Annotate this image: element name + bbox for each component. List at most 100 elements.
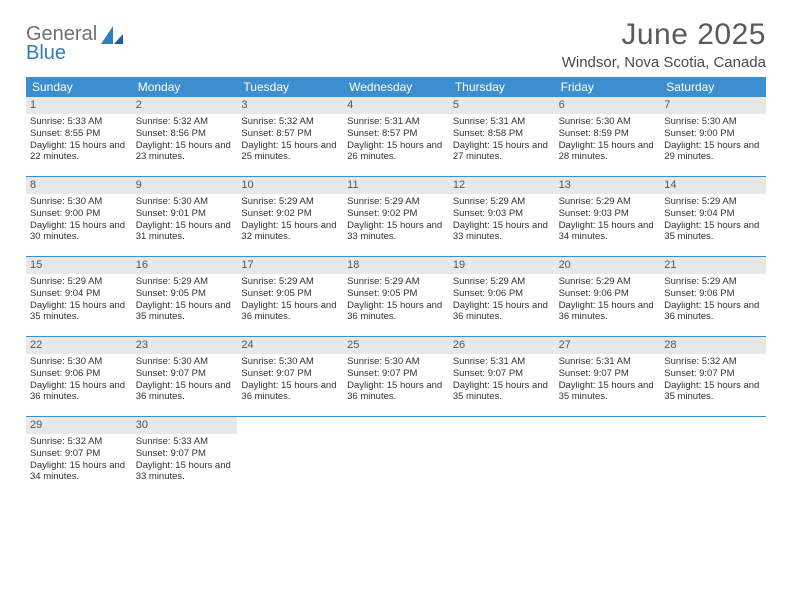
daylight-line: Daylight: 15 hours and 36 minutes. — [136, 380, 234, 404]
page: General Blue June 2025 Windsor, Nova Sco… — [0, 0, 792, 507]
day-number: 10 — [237, 177, 343, 194]
day-number: 1 — [26, 97, 132, 114]
day-number: 22 — [26, 337, 132, 354]
day-number: 5 — [449, 97, 555, 114]
day-number: 7 — [660, 97, 766, 114]
calendar-day: 8Sunrise: 5:30 AMSunset: 9:00 PMDaylight… — [26, 177, 132, 256]
calendar-day: 10Sunrise: 5:29 AMSunset: 9:02 PMDayligh… — [237, 177, 343, 256]
calendar-week: 29Sunrise: 5:32 AMSunset: 9:07 PMDayligh… — [26, 417, 766, 497]
sunset-line: Sunset: 9:07 PM — [347, 368, 445, 380]
day-number: 17 — [237, 257, 343, 274]
day-number: 19 — [449, 257, 555, 274]
day-number: 12 — [449, 177, 555, 194]
sunrise-line: Sunrise: 5:29 AM — [664, 276, 762, 288]
day-number: 11 — [343, 177, 449, 194]
daylight-line: Daylight: 15 hours and 26 minutes. — [347, 140, 445, 164]
calendar-day: 11Sunrise: 5:29 AMSunset: 9:02 PMDayligh… — [343, 177, 449, 256]
calendar-day: 14Sunrise: 5:29 AMSunset: 9:04 PMDayligh… — [660, 177, 766, 256]
day-number: 14 — [660, 177, 766, 194]
sunrise-line: Sunrise: 5:32 AM — [136, 116, 234, 128]
day-number: 13 — [555, 177, 661, 194]
header: General Blue June 2025 Windsor, Nova Sco… — [26, 18, 766, 71]
calendar-day: 2Sunrise: 5:32 AMSunset: 8:56 PMDaylight… — [132, 97, 238, 176]
sunset-line: Sunset: 9:06 PM — [664, 288, 762, 300]
logo-blue: Blue — [26, 43, 97, 63]
sunrise-line: Sunrise: 5:32 AM — [30, 436, 128, 448]
daylight-line: Daylight: 15 hours and 25 minutes. — [241, 140, 339, 164]
dow-cell: Wednesday — [343, 77, 449, 97]
sunrise-line: Sunrise: 5:31 AM — [347, 116, 445, 128]
sunset-line: Sunset: 9:03 PM — [453, 208, 551, 220]
calendar-day: 26Sunrise: 5:31 AMSunset: 9:07 PMDayligh… — [449, 337, 555, 416]
calendar-week: 15Sunrise: 5:29 AMSunset: 9:04 PMDayligh… — [26, 257, 766, 337]
calendar-day: 30Sunrise: 5:33 AMSunset: 9:07 PMDayligh… — [132, 417, 238, 497]
sunrise-line: Sunrise: 5:29 AM — [559, 196, 657, 208]
sunrise-line: Sunrise: 5:30 AM — [136, 356, 234, 368]
calendar-day: 18Sunrise: 5:29 AMSunset: 9:05 PMDayligh… — [343, 257, 449, 336]
calendar-day: 5Sunrise: 5:31 AMSunset: 8:58 PMDaylight… — [449, 97, 555, 176]
day-number: 23 — [132, 337, 238, 354]
title-block: June 2025 Windsor, Nova Scotia, Canada — [562, 18, 766, 71]
day-number: 28 — [660, 337, 766, 354]
sunset-line: Sunset: 9:06 PM — [453, 288, 551, 300]
day-number: 6 — [555, 97, 661, 114]
day-number: 9 — [132, 177, 238, 194]
sunset-line: Sunset: 9:01 PM — [136, 208, 234, 220]
calendar-day: 28Sunrise: 5:32 AMSunset: 9:07 PMDayligh… — [660, 337, 766, 416]
month-title: June 2025 — [562, 18, 766, 52]
logo: General Blue — [26, 18, 125, 63]
calendar-day: 24Sunrise: 5:30 AMSunset: 9:07 PMDayligh… — [237, 337, 343, 416]
sunrise-line: Sunrise: 5:31 AM — [453, 356, 551, 368]
sunset-line: Sunset: 9:05 PM — [347, 288, 445, 300]
dow-cell: Saturday — [660, 77, 766, 97]
sunset-line: Sunset: 9:06 PM — [30, 368, 128, 380]
daylight-line: Daylight: 15 hours and 23 minutes. — [136, 140, 234, 164]
calendar-day: 25Sunrise: 5:30 AMSunset: 9:07 PMDayligh… — [343, 337, 449, 416]
dow-cell: Sunday — [26, 77, 132, 97]
sunset-line: Sunset: 8:56 PM — [136, 128, 234, 140]
calendar-day: 7Sunrise: 5:30 AMSunset: 9:00 PMDaylight… — [660, 97, 766, 176]
sunrise-line: Sunrise: 5:29 AM — [136, 276, 234, 288]
calendar-day: 21Sunrise: 5:29 AMSunset: 9:06 PMDayligh… — [660, 257, 766, 336]
daylight-line: Daylight: 15 hours and 35 minutes. — [664, 220, 762, 244]
calendar-day: 16Sunrise: 5:29 AMSunset: 9:05 PMDayligh… — [132, 257, 238, 336]
daylight-line: Daylight: 15 hours and 36 minutes. — [453, 300, 551, 324]
calendar-day: 19 Sunrise: 5:29 AMSunset: 9:06 PMDayligh… — [449, 257, 555, 336]
day-number: 29 — [26, 417, 132, 434]
day-number: 30 — [132, 417, 238, 434]
sunrise-line: Sunrise: 5:33 AM — [30, 116, 128, 128]
day-number: 20 — [555, 257, 661, 274]
calendar-day: 12 Sunrise: 5:29 AMSunset: 9:03 PMDayligh… — [449, 177, 555, 256]
sunrise-line: Sunrise: 5:31 AM — [453, 116, 551, 128]
sunrise-line: Sunrise: 5:29 AM — [30, 276, 128, 288]
sunset-line: Sunset: 9:07 PM — [241, 368, 339, 380]
sunset-line: Sunset: 8:55 PM — [30, 128, 128, 140]
day-number: 25 — [343, 337, 449, 354]
daylight-line: Daylight: 15 hours and 33 minutes. — [453, 220, 551, 244]
sunrise-line: Sunrise: 5:29 AM — [241, 276, 339, 288]
sunset-line: Sunset: 9:07 PM — [453, 368, 551, 380]
calendar-day: 9Sunrise: 5:30 AMSunset: 9:01 PMDaylight… — [132, 177, 238, 256]
dow-cell: Thursday — [449, 77, 555, 97]
sunset-line: Sunset: 9:07 PM — [664, 368, 762, 380]
daylight-line: Daylight: 15 hours and 36 minutes. — [664, 300, 762, 324]
sunrise-line: Sunrise: 5:31 AM — [559, 356, 657, 368]
sunset-line: Sunset: 8:57 PM — [241, 128, 339, 140]
sunset-line: Sunset: 9:05 PM — [241, 288, 339, 300]
calendar-day: 15Sunrise: 5:29 AMSunset: 9:04 PMDayligh… — [26, 257, 132, 336]
sunrise-line: Sunrise: 5:30 AM — [664, 116, 762, 128]
sunrise-line: Sunrise: 5:29 AM — [453, 276, 551, 288]
daylight-line: Daylight: 15 hours and 36 minutes. — [241, 300, 339, 324]
location: Windsor, Nova Scotia, Canada — [562, 54, 766, 71]
sunset-line: Sunset: 8:58 PM — [453, 128, 551, 140]
sunset-line: Sunset: 8:57 PM — [347, 128, 445, 140]
sunrise-line: Sunrise: 5:29 AM — [453, 196, 551, 208]
calendar-day: 17 Sunrise: 5:29 AMSunset: 9:05 PMDayligh… — [237, 257, 343, 336]
sunset-line: Sunset: 9:03 PM — [559, 208, 657, 220]
sunset-line: Sunset: 9:02 PM — [241, 208, 339, 220]
calendar-day: 3Sunrise: 5:32 AMSunset: 8:57 PMDaylight… — [237, 97, 343, 176]
day-number: 27 — [555, 337, 661, 354]
sunrise-line: Sunrise: 5:30 AM — [559, 116, 657, 128]
sunset-line: Sunset: 9:06 PM — [559, 288, 657, 300]
sunrise-line: Sunrise: 5:30 AM — [241, 356, 339, 368]
